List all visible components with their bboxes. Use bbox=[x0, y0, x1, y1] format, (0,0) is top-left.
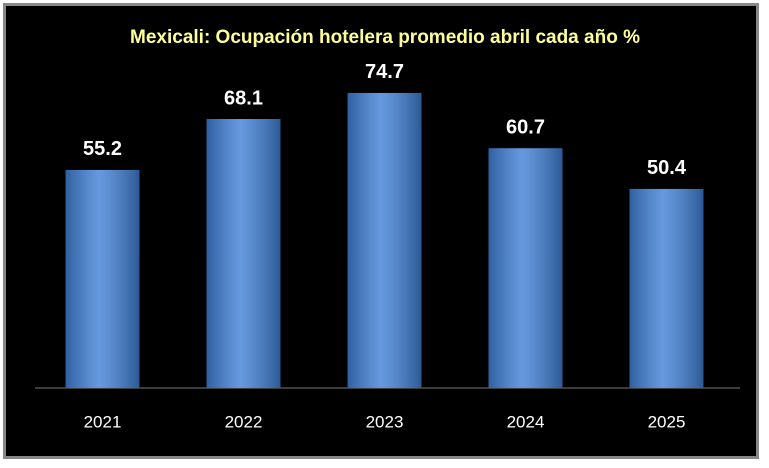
value-label: 55.2 bbox=[83, 138, 122, 160]
x-tick-label: 2024 bbox=[507, 412, 545, 431]
x-tick-label: 2023 bbox=[366, 412, 404, 431]
x-tick-label: 2021 bbox=[84, 412, 122, 431]
x-tick-label: 2022 bbox=[225, 412, 263, 431]
value-label: 50.4 bbox=[647, 157, 687, 179]
value-label: 68.1 bbox=[224, 87, 263, 109]
x-tick-label: 2025 bbox=[648, 412, 686, 431]
bar-shade bbox=[347, 92, 422, 388]
bar-shade bbox=[488, 148, 563, 388]
bar-shade bbox=[206, 119, 281, 388]
value-label: 60.7 bbox=[506, 117, 545, 139]
bar-shade bbox=[629, 188, 704, 388]
bar-shade bbox=[65, 169, 140, 388]
chart-title: Mexicali: Ocupación hotelera promedio ab… bbox=[130, 27, 640, 48]
value-label: 74.7 bbox=[365, 61, 404, 83]
